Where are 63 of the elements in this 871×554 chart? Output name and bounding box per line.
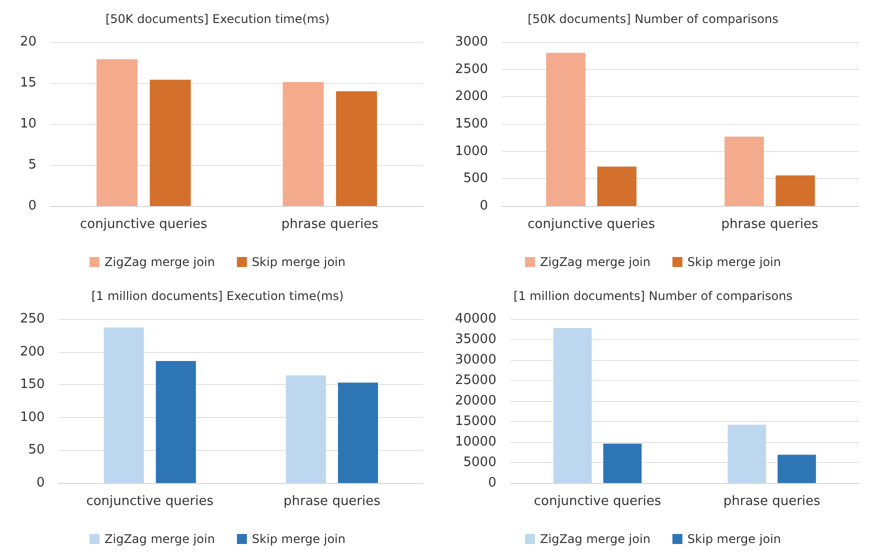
bar <box>338 382 378 483</box>
y-tick-label: 40000 <box>454 312 496 326</box>
y-tick-label: 500 <box>463 171 488 186</box>
bar <box>603 444 642 483</box>
legend-label: Skip merge join <box>687 532 781 546</box>
y-tick-label: 3000 <box>454 34 488 50</box>
x-tick-label: phrase queries <box>283 494 381 509</box>
legend-label: ZigZag merge join <box>540 255 650 269</box>
bar <box>286 375 326 483</box>
x-tick-label: conjunctive queries <box>534 494 662 509</box>
y-tick-label: 150 <box>20 377 45 392</box>
bar <box>597 166 636 206</box>
y-tick-label: 30000 <box>454 352 496 368</box>
chart-title: [1 million documents] Execution time(ms) <box>91 289 344 303</box>
y-tick-label: 10 <box>20 116 37 132</box>
x-tick-label: phrase queries <box>723 494 821 509</box>
x-tick-label: phrase queries <box>721 217 818 232</box>
y-tick-label: 0 <box>480 198 488 214</box>
bar <box>553 328 592 483</box>
y-tick-label: 50 <box>28 442 45 458</box>
y-tick-label: 15 <box>20 76 37 90</box>
bar <box>546 52 586 206</box>
y-tick-label: 1000 <box>454 144 488 159</box>
y-tick-label: 250 <box>20 312 45 326</box>
bar <box>150 80 191 206</box>
legend-label: ZigZag merge join <box>540 532 650 546</box>
y-tick-label: 2500 <box>454 62 488 77</box>
y-tick-label: 200 <box>20 344 45 360</box>
bar <box>778 454 816 483</box>
legend-label: ZigZag merge join <box>104 532 215 546</box>
bar <box>96 59 138 206</box>
y-tick-label: 5 <box>28 158 37 172</box>
bar <box>336 91 377 206</box>
x-tick-label: conjunctive queries <box>528 217 656 232</box>
y-tick-label: 1500 <box>454 116 488 132</box>
x-tick-label: phrase queries <box>281 217 379 232</box>
y-tick-label: 10000 <box>454 434 496 450</box>
y-tick-label: 2000 <box>454 89 488 104</box>
y-tick-label: 0 <box>36 476 45 490</box>
y-tick-label: 20 <box>20 34 37 50</box>
chart-title: [1 million documents] Number of comparisons <box>514 289 792 303</box>
chart-title: [50K documents] Execution time(ms) <box>105 12 330 26</box>
bar <box>728 424 766 483</box>
bar <box>776 175 815 206</box>
y-tick-label: 35000 <box>454 332 496 347</box>
x-tick-label: conjunctive queries <box>80 217 208 232</box>
legend-label: ZigZag merge join <box>104 255 215 269</box>
y-tick-label: 100 <box>20 410 45 425</box>
bar <box>724 136 764 206</box>
y-tick-label: 20000 <box>454 394 496 408</box>
y-tick-label: 0 <box>488 476 496 490</box>
legend-label: Skip merge join <box>252 532 346 546</box>
legend-label: Skip merge join <box>687 255 781 269</box>
y-tick-label: 0 <box>28 198 37 214</box>
chart-title: [50K documents] Number of comparisons <box>528 12 778 26</box>
y-tick-label: 15000 <box>454 414 496 429</box>
y-tick-label: 5000 <box>463 455 496 470</box>
legend-label: Skip merge join <box>252 255 346 269</box>
x-tick-label: conjunctive queries <box>86 494 214 509</box>
bar <box>282 82 324 206</box>
y-tick-label: 25000 <box>454 373 496 388</box>
bar <box>156 360 196 483</box>
bar <box>104 328 144 483</box>
